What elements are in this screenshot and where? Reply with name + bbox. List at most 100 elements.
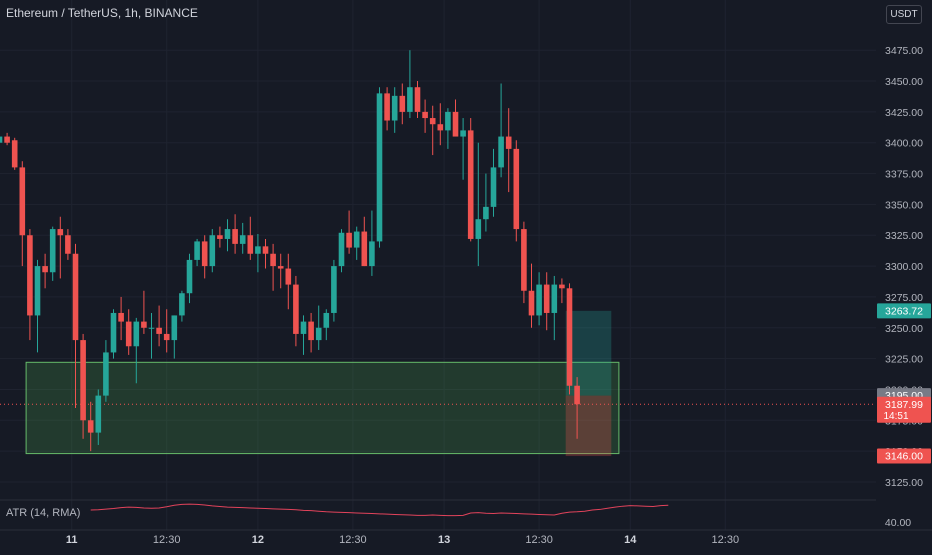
- candle-body[interactable]: [407, 87, 413, 112]
- candle-body[interactable]: [247, 235, 254, 254]
- candle-body[interactable]: [133, 321, 140, 347]
- price-tick-label: 3375.00: [885, 169, 923, 181]
- candle-body[interactable]: [255, 246, 261, 254]
- candle-body[interactable]: [308, 321, 314, 341]
- candle-body[interactable]: [437, 124, 444, 131]
- time-tick-label: 12:30: [712, 534, 740, 546]
- candle-body[interactable]: [483, 206, 489, 220]
- candle-body[interactable]: [156, 327, 162, 334]
- candle-body[interactable]: [467, 130, 474, 239]
- price-tick-label: 3275.00: [885, 292, 923, 304]
- candle-body[interactable]: [414, 87, 421, 112]
- stop-zone[interactable]: [565, 395, 612, 457]
- price-badge[interactable]: [877, 448, 931, 464]
- candle-body[interactable]: [566, 288, 573, 386]
- candle-body[interactable]: [346, 232, 352, 248]
- candle-body[interactable]: [315, 327, 322, 341]
- candle-body[interactable]: [232, 229, 238, 244]
- candle-body[interactable]: [369, 241, 375, 267]
- candle-body[interactable]: [429, 118, 436, 125]
- target-zone[interactable]: [565, 310, 612, 396]
- candle-body[interactable]: [384, 93, 390, 121]
- candle-body[interactable]: [521, 229, 527, 291]
- candle-body[interactable]: [559, 284, 565, 289]
- candle-body[interactable]: [551, 284, 558, 313]
- price-tick-label: 3300.00: [885, 261, 923, 273]
- candle-body[interactable]: [323, 312, 330, 328]
- candle-body[interactable]: [125, 321, 132, 347]
- candle-body[interactable]: [110, 312, 117, 353]
- candle-body[interactable]: [505, 136, 512, 149]
- candle-body[interactable]: [179, 293, 185, 316]
- candle-body[interactable]: [57, 229, 64, 236]
- candle-body[interactable]: [452, 111, 459, 137]
- candle-body[interactable]: [498, 136, 504, 168]
- candle-body[interactable]: [19, 167, 26, 236]
- candle-body[interactable]: [42, 266, 48, 273]
- candle-body[interactable]: [353, 231, 360, 248]
- candle-body[interactable]: [399, 95, 406, 112]
- candle-body[interactable]: [72, 253, 79, 341]
- candle-body[interactable]: [194, 241, 200, 260]
- price-badge[interactable]: [877, 303, 931, 319]
- candle-body[interactable]: [217, 235, 223, 239]
- candle-body[interactable]: [300, 321, 307, 334]
- candle-body[interactable]: [118, 312, 124, 322]
- candle-body[interactable]: [445, 111, 451, 131]
- candle-body[interactable]: [95, 395, 102, 433]
- candle-body[interactable]: [103, 352, 109, 396]
- candle-body[interactable]: [0, 136, 3, 143]
- candle-body[interactable]: [141, 321, 147, 328]
- currency-button[interactable]: USDT: [886, 5, 922, 24]
- candle-body[interactable]: [536, 284, 542, 316]
- price-badge[interactable]: [877, 396, 931, 423]
- candle-body[interactable]: [11, 140, 18, 168]
- candle-body[interactable]: [262, 246, 269, 254]
- candle-body[interactable]: [209, 235, 216, 267]
- time-tick-label: 12:30: [525, 534, 553, 546]
- candle-body[interactable]: [186, 259, 193, 294]
- candle-body[interactable]: [574, 385, 580, 405]
- candle-body[interactable]: [171, 315, 178, 341]
- candle-body[interactable]: [475, 219, 482, 239]
- candle-body[interactable]: [34, 266, 41, 316]
- candle-body[interactable]: [270, 253, 276, 267]
- candle-body[interactable]: [224, 229, 231, 239]
- atr-line[interactable]: [90, 503, 669, 517]
- candle-body[interactable]: [87, 420, 94, 433]
- price-tick-label: 3350.00: [885, 199, 923, 211]
- candle-body[interactable]: [49, 229, 56, 273]
- price-badge-text: 3146.00: [885, 451, 923, 463]
- candle-body[interactable]: [376, 93, 383, 242]
- candle-body[interactable]: [277, 266, 284, 269]
- candle-body[interactable]: [239, 235, 246, 244]
- candle-body[interactable]: [4, 136, 10, 143]
- atr-indicator-label[interactable]: ATR (14, RMA): [6, 507, 81, 519]
- candle-body[interactable]: [27, 235, 33, 316]
- price-tick-label: 3125.00: [885, 477, 923, 489]
- candle-body[interactable]: [80, 340, 86, 421]
- time-tick-label: 11: [66, 534, 78, 546]
- candle-body[interactable]: [361, 231, 368, 267]
- candle-body[interactable]: [528, 290, 535, 316]
- price-tick-label: 3250.00: [885, 323, 923, 335]
- candle-body[interactable]: [285, 268, 292, 285]
- candle-body[interactable]: [148, 327, 155, 329]
- candle-body[interactable]: [543, 284, 550, 313]
- candle-body[interactable]: [460, 130, 466, 137]
- demand-zone[interactable]: [25, 361, 620, 455]
- candle-body[interactable]: [201, 241, 208, 267]
- candle-body[interactable]: [338, 232, 345, 267]
- candle-body[interactable]: [65, 235, 71, 254]
- candle-body[interactable]: [513, 148, 520, 230]
- candle-body[interactable]: [391, 95, 398, 121]
- candle-body[interactable]: [293, 284, 299, 334]
- time-tick-label: 12:30: [339, 534, 367, 546]
- candle-body[interactable]: [490, 167, 497, 207]
- candle-body[interactable]: [331, 266, 337, 313]
- candle-body[interactable]: [163, 333, 170, 341]
- candle-body[interactable]: [422, 111, 428, 119]
